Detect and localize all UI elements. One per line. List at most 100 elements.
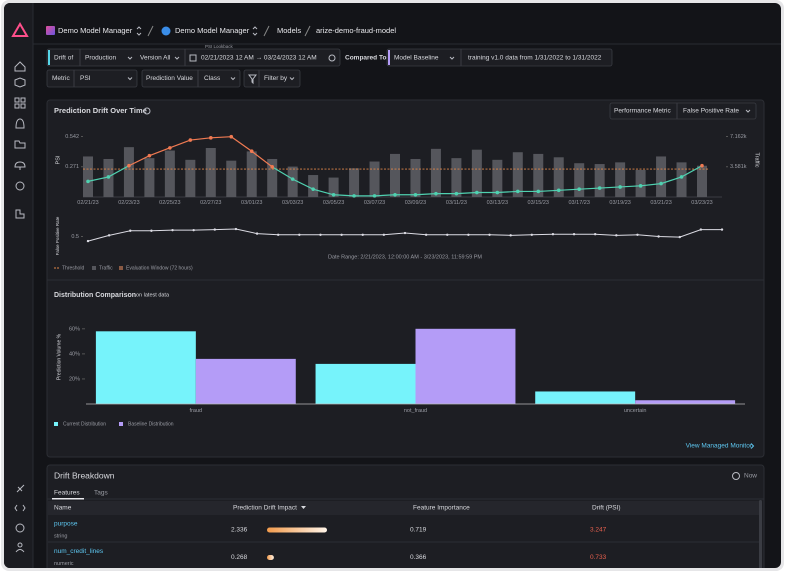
chevron [174,56,180,60]
metric-filter [46,69,138,88]
distribution-bar [95,331,196,404]
performance-point [530,233,533,236]
panel-title: Drift Breakdown [54,470,115,480]
tab[interactable]: Tags [94,490,108,497]
x-tick-label: 03/23/23 [691,200,712,206]
feature-name[interactable]: purpose [54,521,78,528]
version-select[interactable]: Version All [140,55,171,62]
x-tick-label: 03/07/23 [364,200,385,206]
impact-value: 0.268 [231,554,248,561]
breadcrumb[interactable]: Demo Model Manager [58,26,133,35]
psi-point [127,163,131,168]
legend-label: Threshold [62,265,84,271]
clock-icon [328,54,336,62]
help-icon[interactable] [15,523,25,533]
breadcrumb[interactable]: Demo Model Manager [175,26,250,35]
datasets-icon[interactable] [14,140,26,149]
environment-select[interactable]: Production [85,55,116,62]
baseline-select[interactable]: Model Baseline [394,55,439,62]
monitors-icon[interactable] [15,118,25,129]
psi-point [679,175,684,179]
info-icon[interactable] [143,107,151,115]
x-tick-label: 03/01/23 [241,200,262,206]
psi-point [393,192,397,197]
monitor-link[interactable]: View Managed Monitor [686,443,753,450]
performance-metric[interactable]: False Positive Rate [683,108,739,115]
traffic-bar [410,158,421,197]
traffic-bar [144,158,155,197]
chevron [127,56,133,60]
feature-name[interactable]: num_credit_lines [54,548,104,555]
psi-point [86,179,90,184]
column-header[interactable]: Prediction Drift Impact [233,505,297,512]
profile-icon[interactable] [17,542,23,548]
traffic-bar [226,160,237,197]
x-tick-label: not_fraud [404,408,427,414]
performance-point [424,233,428,236]
feature-type: numeric [54,561,74,567]
distribution-bar [415,328,516,404]
performance-point [594,233,597,236]
traffic-bar [471,149,482,197]
models-icon[interactable] [14,77,26,88]
x-tick-label: 03/21/23 [650,200,671,206]
time-label: Now [744,473,757,480]
traffic-bar [430,148,441,197]
home-icon[interactable] [14,61,26,72]
date-range-picker[interactable]: 02/21/2023 12 AM → 03/24/2023 12 AM [201,55,317,62]
filter-label[interactable]: Filter by [264,75,288,82]
x-tick-label: 02/21/23 [77,200,98,206]
breadcrumb[interactable]: arize-demo-fraud-model [316,26,396,35]
scrollbar [759,500,762,568]
logo[interactable] [11,22,29,37]
performance-point [382,233,386,236]
performance-point [150,229,153,232]
class-select[interactable]: Class [204,75,221,82]
chevron[interactable] [136,26,142,36]
traffic-bar [512,152,523,197]
performance-chart: False Positive Rate 0.5 [55,216,724,255]
code-icon[interactable] [14,504,26,512]
traffic-bar [185,159,196,197]
importance-value: 0.719 [410,527,427,534]
distribution-bar [635,400,736,404]
sort-icon [301,506,306,509]
launch-icon[interactable] [16,484,25,493]
impact-bar [267,555,274,560]
distribution-bar [315,363,416,404]
label: Drift of [54,55,73,62]
chevron[interactable] [252,26,258,36]
traffic-bar [697,165,707,197]
performance-point [699,228,703,231]
y2-tick-label: 7.162k [730,134,747,140]
date-range: Date Range: 2/21/2023, 12:00:00 AM - 3/2… [328,254,482,260]
performance-point [255,232,259,235]
legend-label: Evaluation Window (72 hours) [126,265,193,271]
dashboard-icon[interactable] [14,97,20,103]
performance-point [319,233,322,236]
upload-icon[interactable] [14,161,26,170]
breadcrumb[interactable]: Models [277,26,301,35]
performance-point [446,233,449,236]
integrations-icon[interactable] [15,209,25,219]
psi-point [577,187,581,191]
separator [263,25,270,37]
performance-metric-select[interactable] [609,102,757,120]
space-icon [46,26,55,35]
filter-button[interactable] [243,69,301,88]
traffic-bar [349,168,360,197]
tab[interactable]: Features [54,490,80,497]
performance-point [340,233,343,236]
performance-point [361,233,364,236]
metric-select[interactable]: PSI [80,75,91,82]
settings-icon[interactable] [15,181,25,191]
drift-filter [46,48,341,67]
chevron [745,109,751,113]
performance-point [403,231,407,235]
traffic-bar [308,175,319,197]
chevron [449,56,455,60]
table-header [48,501,760,515]
psi-point [597,186,602,190]
psi-point [352,194,356,198]
